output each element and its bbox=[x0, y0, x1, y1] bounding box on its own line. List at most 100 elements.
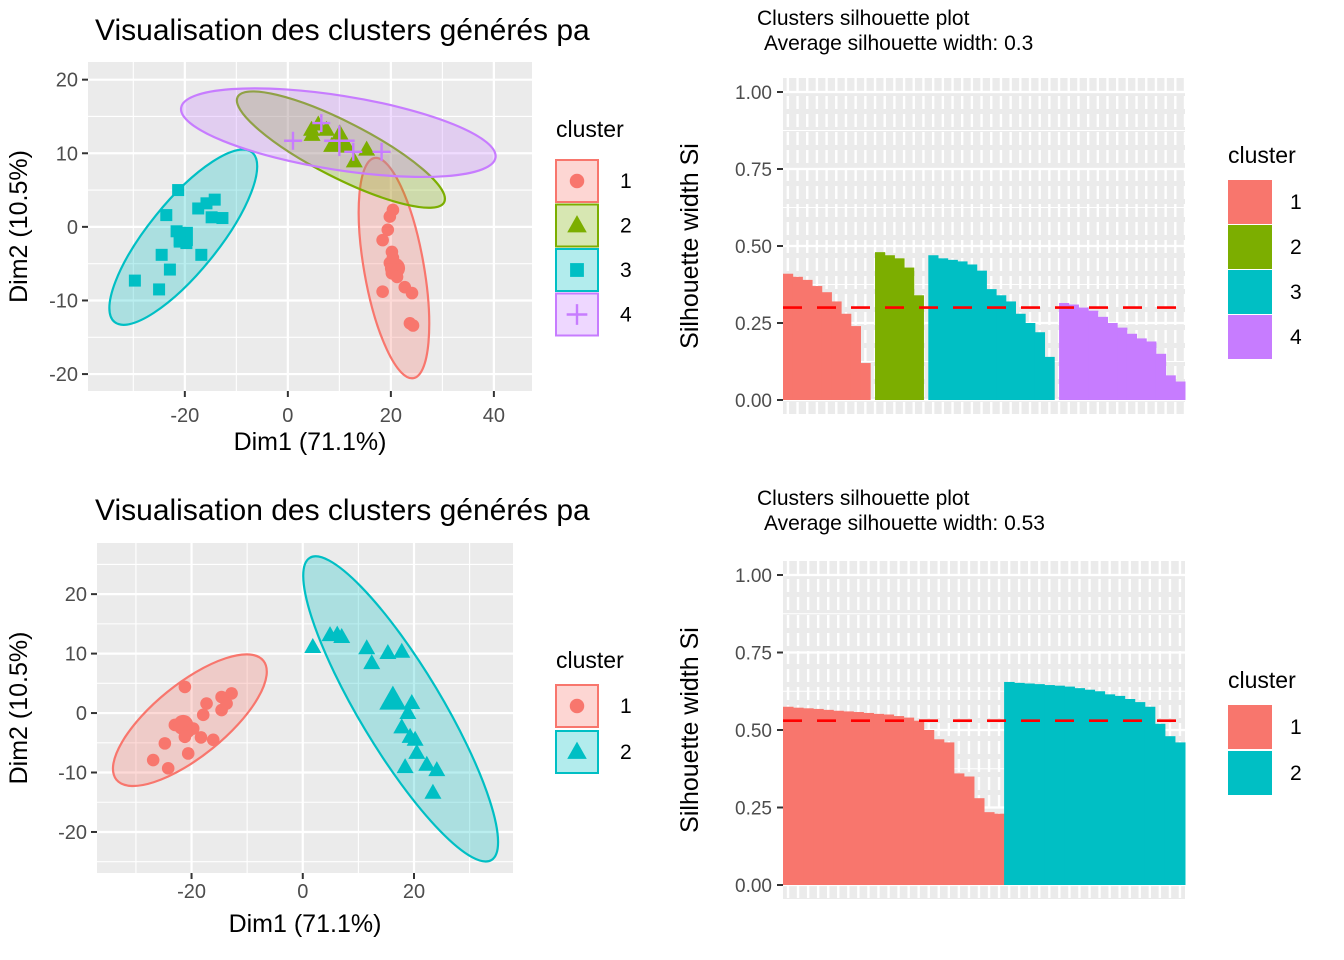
data-point-triangle bbox=[399, 704, 417, 720]
data-point-triangle bbox=[428, 761, 446, 777]
data-point-square bbox=[155, 248, 168, 261]
silhouette-bar-cluster-4 bbox=[1088, 310, 1099, 400]
x-axis-title: Dim1 (71.1%) bbox=[229, 910, 382, 938]
x-tick-label: 40 bbox=[483, 405, 505, 427]
silhouette-bar-cluster-4 bbox=[1068, 304, 1079, 400]
data-point-triangle bbox=[567, 741, 587, 759]
data-point-plus bbox=[344, 142, 363, 161]
data-point-circle bbox=[569, 173, 585, 189]
silhouette-bar-cluster-2 bbox=[904, 267, 915, 400]
chart-title-line2: Average silhouette width: 0.53 bbox=[764, 512, 1045, 535]
y-tick-label: 20 bbox=[65, 584, 87, 606]
silhouette-bar-cluster-2 bbox=[1014, 682, 1025, 885]
silhouette-bar-cluster-4 bbox=[1078, 307, 1089, 400]
x-tick-label: 20 bbox=[403, 881, 425, 903]
silhouette-bar-cluster-1 bbox=[783, 273, 794, 400]
y-tick-label: 0.50 bbox=[735, 237, 772, 258]
silhouette-bar-cluster-4 bbox=[1059, 302, 1070, 400]
silhouette-bar-cluster-1 bbox=[863, 712, 874, 885]
legend-title: cluster bbox=[556, 647, 624, 673]
y-tick-label: 0 bbox=[67, 217, 78, 239]
data-point-circle bbox=[220, 697, 233, 710]
data-point-circle bbox=[161, 762, 175, 775]
silhouette-bar-cluster-3 bbox=[1025, 323, 1036, 400]
y-tick-label: -20 bbox=[58, 822, 87, 844]
data-point-plus bbox=[372, 142, 391, 161]
silhouette-bar-cluster-3 bbox=[996, 295, 1007, 400]
silhouette-bar-cluster-1 bbox=[893, 716, 905, 885]
data-point-circle bbox=[146, 753, 160, 767]
legend-label: 2 bbox=[620, 215, 632, 238]
silhouette-bar-cluster-1 bbox=[853, 712, 864, 885]
legend-label: 1 bbox=[620, 170, 632, 193]
data-point-triangle bbox=[338, 137, 356, 153]
y-tick-label: 10 bbox=[65, 644, 87, 666]
silhouette-bar-cluster-1 bbox=[812, 286, 823, 400]
silhouette-bar-cluster-1 bbox=[833, 710, 844, 885]
silhouette-bar-cluster-1 bbox=[802, 279, 813, 400]
silhouette-bar-cluster-1 bbox=[883, 714, 895, 885]
data-point-triangle bbox=[323, 136, 341, 152]
silhouette-bar-cluster-2 bbox=[1044, 685, 1055, 885]
silhouette-bar-cluster-2 bbox=[1114, 695, 1126, 885]
data-point-circle bbox=[200, 697, 213, 710]
data-point-square bbox=[195, 248, 208, 261]
legend-swatch-1 bbox=[1228, 705, 1272, 749]
legend-swatch-1 bbox=[1228, 180, 1272, 224]
silhouette-bar-cluster-1 bbox=[913, 720, 925, 885]
chart-cluster-scatter-k2: -20 0 20 -20 -10 0 10 20 Dim1 (71.1%) Dim2 (10.5%… bbox=[5, 494, 632, 938]
silhouette-bar-cluster-2 bbox=[1024, 683, 1035, 885]
legend-title: cluster bbox=[1228, 667, 1296, 693]
data-point-circle bbox=[186, 722, 200, 735]
data-point-circle bbox=[225, 687, 238, 700]
silhouette-bar-cluster-3 bbox=[1015, 313, 1026, 400]
silhouette-bar-cluster-2 bbox=[884, 255, 895, 400]
data-point-circle bbox=[194, 731, 208, 744]
silhouette-bar-cluster-1 bbox=[953, 773, 965, 885]
silhouette-bar-cluster-1 bbox=[821, 292, 832, 400]
y-tick-label: 0.00 bbox=[735, 876, 772, 897]
silhouette-bar-cluster-1 bbox=[831, 301, 842, 400]
silhouette-bar-cluster-2 bbox=[1004, 681, 1015, 885]
silhouette-bar-cluster-1 bbox=[903, 717, 915, 885]
silhouette-bar-cluster-1 bbox=[984, 812, 995, 885]
data-point-plus bbox=[284, 131, 303, 150]
chart-title: Visualisation des clusters générés pa bbox=[95, 494, 590, 527]
silhouette-bar-cluster-4 bbox=[1175, 381, 1186, 400]
x-tick-label: 0 bbox=[282, 405, 293, 427]
data-point-circle bbox=[381, 223, 395, 237]
legend-swatch-4 bbox=[1228, 315, 1272, 359]
legend-title: cluster bbox=[556, 116, 624, 142]
data-point-plus bbox=[312, 114, 331, 133]
data-point-plus bbox=[566, 304, 588, 325]
x-tick-label: 20 bbox=[380, 405, 402, 427]
chart-title-line1: Clusters silhouette plot bbox=[757, 487, 970, 510]
data-point-circle bbox=[206, 733, 220, 747]
legend-label: 1 bbox=[1290, 191, 1302, 214]
data-point-circle bbox=[406, 319, 420, 332]
y-tick-label: 0.25 bbox=[735, 799, 772, 820]
y-tick-label: 0.75 bbox=[735, 644, 772, 665]
silhouette-bar-cluster-2 bbox=[913, 295, 924, 400]
silhouette-bar-cluster-3 bbox=[967, 264, 978, 400]
data-point-circle bbox=[178, 730, 192, 744]
chart-silhouette-k4: 1.00 0.75 0.50 0.25 0.00 Clusters silhouette … bbox=[676, 7, 1302, 414]
y-tick-label: 0.00 bbox=[735, 391, 772, 412]
data-point-triangle bbox=[304, 638, 322, 654]
y-axis-title: Dim2 (10.5%) bbox=[5, 632, 33, 785]
y-tick-label: 1.00 bbox=[735, 566, 772, 587]
silhouette-bar-cluster-1 bbox=[850, 326, 861, 400]
silhouette-bar-cluster-1 bbox=[843, 711, 854, 885]
legend-label: 1 bbox=[1290, 716, 1302, 739]
silhouette-bar-cluster-4 bbox=[1155, 353, 1167, 400]
silhouette-bar-cluster-4 bbox=[1136, 338, 1147, 400]
silhouette-bar-cluster-1 bbox=[803, 708, 814, 885]
legend-label: 2 bbox=[1290, 236, 1302, 259]
silhouette-bar-cluster-1 bbox=[793, 707, 804, 885]
data-point-circle bbox=[376, 233, 389, 247]
silhouette-bar-cluster-3 bbox=[957, 261, 968, 400]
y-axis-title: Silhouette width Si bbox=[676, 143, 704, 349]
chart-title: Visualisation des clusters générés pa bbox=[95, 14, 590, 47]
legend-label: 3 bbox=[1290, 281, 1302, 304]
